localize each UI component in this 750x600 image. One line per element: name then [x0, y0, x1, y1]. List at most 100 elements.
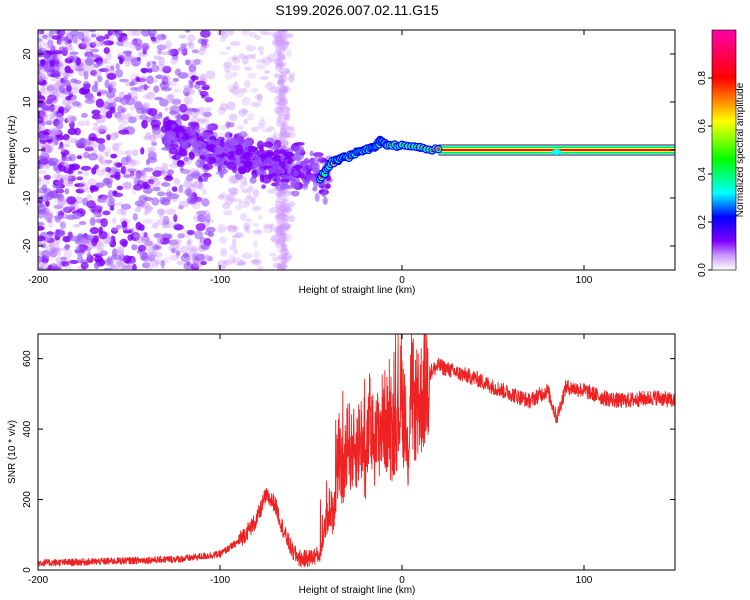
spectrogram-cell [96, 118, 103, 123]
spectrogram-cell [39, 202, 45, 208]
spectrogram-cell [127, 92, 132, 98]
spectrogram-cell [228, 137, 239, 147]
spectrogram-cell [47, 231, 54, 238]
spectrogram-cell [280, 145, 287, 150]
spectrogram-cell [274, 101, 283, 106]
spectrogram-cell [278, 236, 286, 245]
spectrogram-cell [38, 250, 43, 256]
spectrogram-cell [257, 123, 265, 130]
spectrogram-cell [120, 108, 126, 113]
spectrogram-cell [280, 122, 290, 131]
spectrogram-cell [51, 91, 60, 99]
spectrogram-cell [67, 127, 78, 135]
spectrogram-cell [261, 184, 266, 189]
spectrogram-cell [276, 240, 281, 245]
spectrogram-cell [299, 172, 305, 179]
spectrogram-cell [119, 59, 124, 65]
spectrogram-cell [76, 176, 84, 181]
spectrogram-cell [69, 51, 79, 56]
spectrogram-cell [170, 57, 179, 65]
spectrogram-cell [265, 149, 274, 155]
spectrogram-cell [84, 234, 96, 241]
spectrogram-cell [137, 79, 147, 88]
spectrogram-cell [201, 43, 211, 49]
spectrogram-cell [285, 48, 292, 58]
spectrogram-cell [223, 61, 232, 68]
spectrogram-cell [276, 80, 285, 87]
spectrogram-cell [116, 208, 126, 215]
spectrogram-cell [267, 53, 276, 63]
spectrogram-cell [169, 254, 179, 262]
spectrogram-cell [180, 168, 191, 175]
spectrogram-cell [89, 42, 97, 48]
spectrogram-cell [128, 116, 137, 124]
spectrogram-cell [127, 168, 137, 173]
snr-frame [37, 333, 676, 571]
spectrogram-cell [64, 181, 74, 187]
spectrogram-cell [233, 81, 239, 90]
spectrogram-cell [202, 111, 212, 118]
spectrogram-cell [84, 145, 94, 152]
spectrogram-cell [248, 184, 254, 190]
spectrogram-cell [273, 226, 283, 232]
spectrogram-cell [284, 106, 291, 116]
spectrogram-cell [205, 116, 210, 121]
spectrogram-cell [50, 249, 58, 258]
spectrogram-cell [48, 53, 58, 62]
spectrogram-cell [88, 30, 97, 33]
spectrogram-cell [74, 245, 81, 251]
spectrogram-cell [282, 252, 293, 260]
spectrogram-cell [199, 141, 206, 150]
spectrogram-cell [175, 254, 181, 259]
spectrogram-cell [38, 38, 43, 43]
spectrogram-cell [183, 261, 193, 270]
spectrogram-cell [203, 253, 210, 262]
spectrogram-cell [94, 80, 99, 87]
spectrogram-cell [120, 203, 132, 210]
spectrogram-cell [257, 119, 267, 126]
spectrogram-cell [77, 31, 85, 40]
spectrogram-cell [276, 190, 285, 197]
spectrogram-cell [279, 97, 289, 106]
spectrogram-cell [222, 209, 233, 216]
spectrogram-cell [273, 58, 278, 65]
spectrogram-cell [246, 112, 255, 121]
spectrogram-cell [97, 197, 106, 203]
spectrogram-cell [253, 240, 259, 248]
spectrogram-cell [237, 262, 246, 266]
spectrogram-cell [263, 31, 274, 36]
spectrogram-cell [277, 50, 286, 59]
spectrogram-cell [38, 121, 42, 131]
spectrogram-cell [219, 51, 229, 56]
spectrogram-cell [141, 119, 148, 129]
spectrogram-cell [224, 196, 234, 205]
spectrogram-cell [284, 40, 290, 47]
spectrogram-cell [84, 99, 95, 104]
spec-ytick-label: 20 [22, 48, 33, 60]
spectrogram-cell [186, 239, 191, 247]
spectrogram-cell [267, 188, 277, 194]
spectrogram-cell [273, 50, 283, 57]
spectrogram-cell [205, 70, 216, 80]
spectrogram-cell [174, 68, 181, 76]
spectrogram-cell [115, 202, 124, 207]
spectrogram-cell [288, 75, 295, 83]
spectrogram-cell [160, 74, 171, 83]
spectrogram-cell [246, 186, 254, 193]
spectrogram-cell [67, 168, 74, 175]
spectrogram-cell [280, 256, 288, 264]
spectrogram-cell [251, 205, 262, 212]
spectrogram-cell [256, 59, 267, 64]
spectrogram-cell [83, 139, 92, 146]
spectrogram-cell [123, 181, 132, 191]
spectrogram-cell [171, 247, 176, 254]
spectrogram-cell [112, 190, 118, 195]
spectrogram-cell [139, 170, 146, 176]
spectrogram-cell [171, 238, 182, 244]
spectrogram-cell [167, 48, 176, 56]
spectrogram-cell [151, 127, 162, 135]
spectrogram-cell [278, 203, 284, 210]
spectrogram-cell [143, 196, 154, 201]
spectrogram-cell [38, 40, 42, 50]
spectrogram-cell [283, 33, 294, 39]
